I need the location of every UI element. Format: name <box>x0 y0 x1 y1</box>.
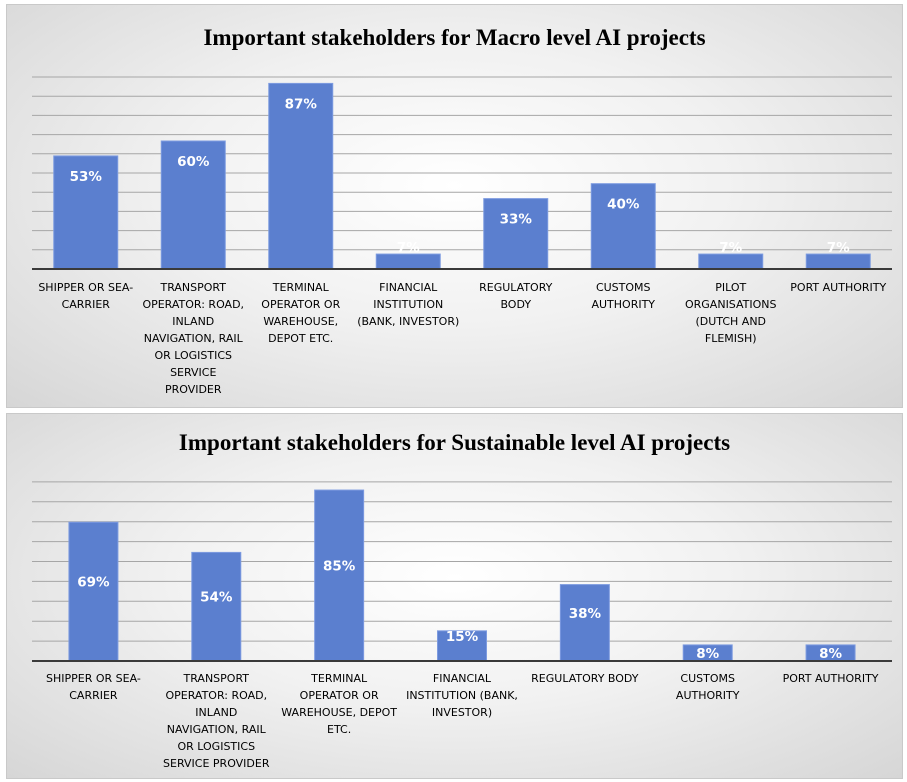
data-label: 15% <box>446 629 479 645</box>
bar <box>805 253 871 270</box>
category-label: PORT AUTHORITY <box>782 672 879 685</box>
category-label: REGULATORY BODY <box>531 672 639 685</box>
category-label: SHIPPER OR SEA-CARRIER <box>38 281 134 311</box>
category-label: PORT AUTHORITY <box>790 281 887 294</box>
data-label: 8% <box>696 646 719 662</box>
data-label: 69% <box>77 575 110 591</box>
data-label: 33% <box>500 212 533 228</box>
category-label: PILOT ORGANISATIONS (DUTCH AND FLEMISH) <box>684 281 777 345</box>
bar <box>191 551 242 662</box>
chart-title-macro: Important stakeholders for Macro level A… <box>203 25 706 50</box>
category-label: REGULATORY BODY <box>479 281 553 311</box>
chart-title-sustainable: Important stakeholders for Sustainable l… <box>178 430 731 455</box>
data-label: 53% <box>70 169 103 185</box>
data-label: 38% <box>569 606 602 622</box>
bar <box>160 140 226 270</box>
data-label: 7% <box>827 240 850 256</box>
category-label: TRANSPORT OPERATOR: ROAD, INLAND NAVIGAT… <box>163 672 270 770</box>
category-label: CUSTOMS AUTHORITY <box>675 672 740 702</box>
data-label: 40% <box>607 197 640 213</box>
category-label: TERMINAL OPERATOR OR WAREHOUSE, DEPOT ET… <box>281 672 397 736</box>
data-label: 54% <box>200 590 233 606</box>
category-label: SHIPPER OR SEA-CARRIER <box>46 672 141 702</box>
category-label: FINANCIAL INSTITUTION (BANK, INVESTOR) <box>357 281 460 328</box>
chart-panel-macro: Important stakeholders for Macro level A… <box>6 4 903 408</box>
chart-panel-sustainable: Important stakeholders for Sustainable l… <box>6 413 903 779</box>
bar <box>53 155 119 270</box>
bar <box>559 584 610 662</box>
bar <box>483 198 549 270</box>
bar <box>68 521 119 662</box>
category-label: TRANSPORT OPERATOR: ROAD, INLAND NAVIGAT… <box>142 281 245 396</box>
data-label: 87% <box>285 96 318 112</box>
bar <box>375 253 441 270</box>
bar <box>268 82 334 270</box>
bar <box>698 253 764 270</box>
data-label: 7% <box>719 240 742 256</box>
category-label: FINANCIAL INSTITUTION (BANK, INVESTOR) <box>406 672 518 719</box>
data-label: 85% <box>323 559 356 575</box>
bar-chart-sustainable: 69% 54% 85% 15% 38% 8% 8% <box>32 481 892 662</box>
data-label: 8% <box>819 646 842 662</box>
category-label: TERMINAL OPERATOR OR WAREHOUSE, DEPOT ET… <box>261 281 341 345</box>
data-label: 60% <box>177 154 210 170</box>
data-label: 7% <box>397 240 420 256</box>
bar-chart-macro: 53% 60% 87% 7% 33% 40% 7% 7% <box>32 76 892 270</box>
category-label: CUSTOMS AUTHORITY <box>591 281 656 311</box>
bar <box>314 489 365 662</box>
bar <box>437 630 487 662</box>
